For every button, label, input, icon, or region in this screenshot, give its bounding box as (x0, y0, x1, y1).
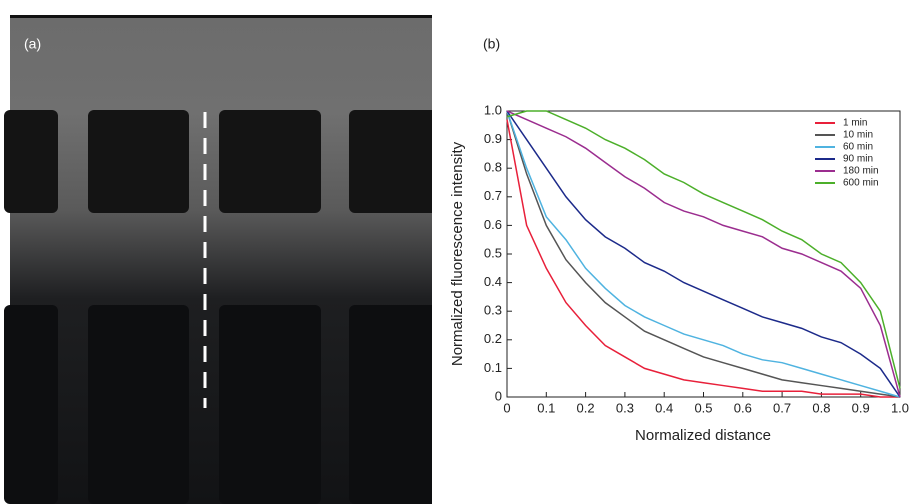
x-tick-label: 0.9 (852, 400, 870, 415)
gutter (432, 0, 442, 504)
series-line (506, 110, 901, 398)
legend-label: 10 min (843, 130, 873, 141)
legend-label: 1 min (843, 118, 867, 129)
legend-label: 60 min (843, 142, 873, 153)
micrograph: (a) (4, 0, 442, 504)
y-tick-label: 0.5 (484, 245, 502, 260)
x-tick-label: 0.4 (655, 400, 673, 415)
series-line (506, 110, 901, 389)
panel-label: (a) (24, 36, 41, 52)
y-tick-label: 0.1 (484, 360, 502, 375)
x-axis-label: Normalized distance (635, 427, 771, 444)
series-line (506, 110, 901, 398)
y-axis-label: Normalized fluorescence intensity (449, 141, 466, 366)
y-tick-label: 0.2 (484, 331, 502, 346)
y-tick-label: 0.3 (484, 303, 502, 318)
y-tick-label: 0 (495, 388, 502, 403)
x-tick-label: 0.3 (616, 400, 634, 415)
y-tick-label: 0.6 (484, 217, 502, 232)
legend-label: 600 min (843, 178, 879, 189)
x-tick-label: 0.6 (734, 400, 752, 415)
series-line (506, 119, 900, 398)
x-tick-label: 1.0 (891, 400, 909, 415)
legend-label: 180 min (843, 166, 879, 177)
y-tick-label: 1.0 (484, 102, 502, 117)
x-tick-label: 0.1 (537, 400, 555, 415)
x-tick-label: 0.8 (812, 400, 830, 415)
pillars-top (4, 110, 439, 213)
y-tick-label: 0.9 (484, 131, 502, 146)
pillars-bottom (4, 305, 439, 504)
y-tick-label: 0.7 (484, 188, 502, 203)
y-tick-label: 0.4 (484, 274, 502, 289)
legend-label: 90 min (843, 154, 873, 165)
x-tick-label: 0.5 (694, 400, 712, 415)
x-tick-label: 0.2 (577, 400, 595, 415)
plot: 0 0.1 0.2 0.3 0.4 0.5 0.6 0.7 0.8 0.9 1.0 0 0.1 0.2 0.… (484, 102, 909, 415)
panel-label: (b) (483, 36, 500, 52)
x-tick-label: 0 (503, 400, 510, 415)
micrograph-edge (10, 15, 432, 18)
series-line (506, 110, 901, 398)
series-line (506, 110, 901, 398)
plot-frame (506, 110, 901, 398)
x-tick-label: 0.7 (773, 400, 791, 415)
y-tick-label: 0.8 (484, 160, 502, 175)
